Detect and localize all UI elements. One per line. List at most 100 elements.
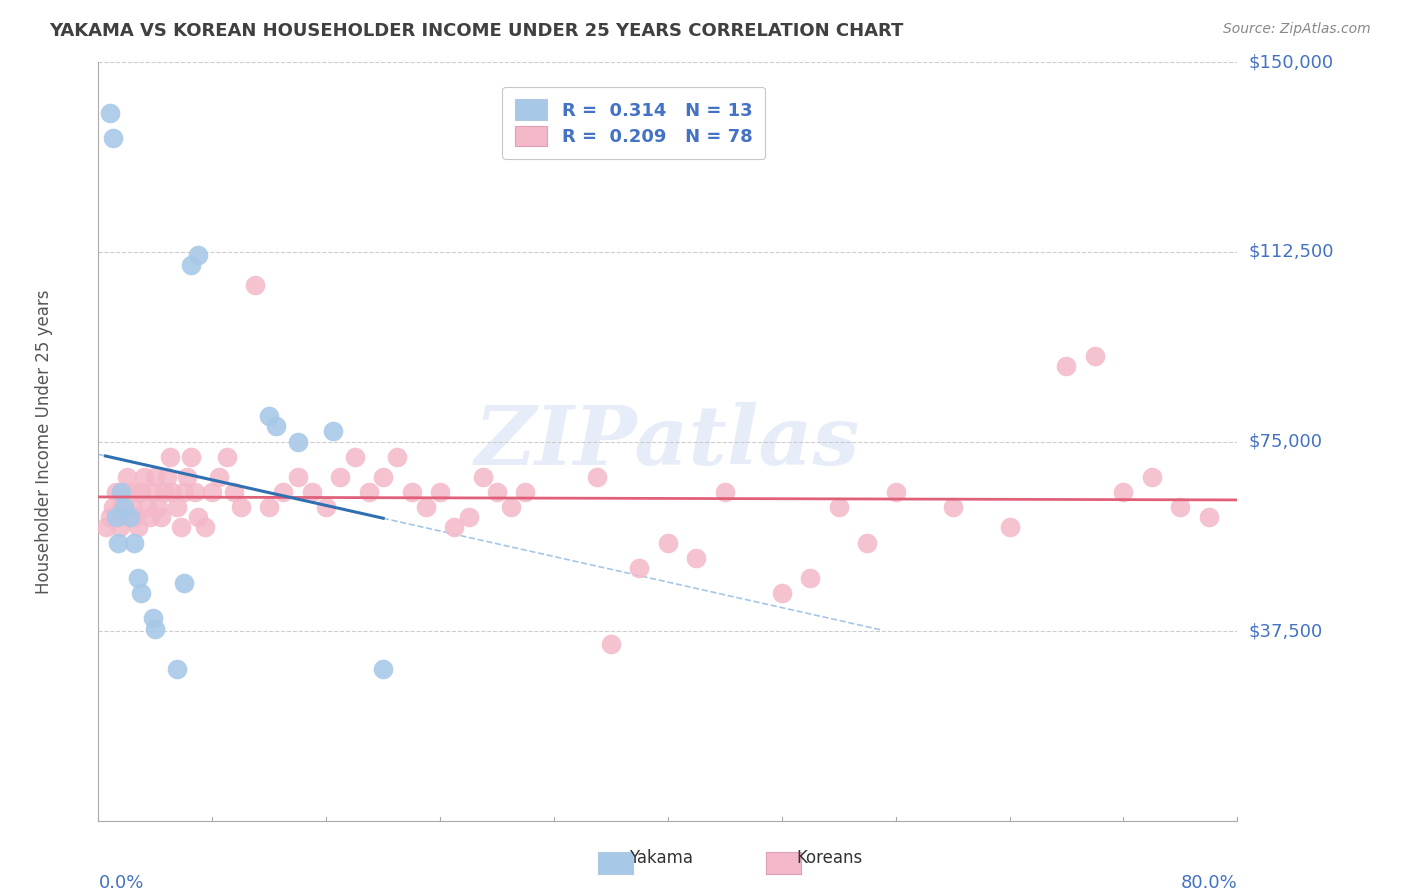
Point	[98, 106, 121, 120]
Point	[104, 510, 127, 524]
Point	[110, 500, 132, 515]
Point	[259, 409, 281, 424]
Point	[998, 520, 1021, 534]
Point	[166, 500, 188, 515]
Point	[129, 586, 152, 600]
Point	[180, 258, 202, 272]
Point	[585, 470, 607, 484]
Text: Yakama: Yakama	[628, 849, 693, 867]
Point	[1170, 500, 1192, 515]
Point	[107, 535, 129, 549]
Text: $112,500: $112,500	[1249, 243, 1334, 261]
Point	[115, 470, 138, 484]
Point	[173, 576, 195, 591]
Point	[443, 520, 465, 534]
Point	[124, 510, 146, 524]
Text: Source: ZipAtlas.com: Source: ZipAtlas.com	[1223, 22, 1371, 37]
Point	[471, 470, 494, 484]
Point	[515, 485, 537, 500]
Point	[122, 535, 145, 549]
Point	[150, 510, 173, 524]
Point	[101, 500, 124, 515]
Point	[1084, 349, 1107, 363]
Point	[273, 485, 295, 500]
Point	[159, 450, 181, 464]
Point	[187, 247, 209, 261]
Text: 0.0%: 0.0%	[98, 874, 143, 892]
Point	[118, 510, 141, 524]
Text: YAKAMA VS KOREAN HOUSEHOLDER INCOME UNDER 25 YEARS CORRELATION CHART: YAKAMA VS KOREAN HOUSEHOLDER INCOME UNDE…	[49, 22, 904, 40]
Point	[101, 131, 124, 145]
Point	[138, 510, 160, 524]
Point	[180, 450, 202, 464]
Point	[104, 485, 127, 500]
Point	[628, 561, 651, 575]
Point	[166, 662, 188, 676]
Point	[107, 510, 129, 524]
Text: Koreans: Koreans	[796, 849, 863, 867]
Point	[322, 425, 344, 439]
Point	[401, 485, 423, 500]
Point	[301, 485, 323, 500]
Point	[429, 485, 451, 500]
Point	[208, 470, 231, 484]
Point	[184, 485, 207, 500]
Point	[129, 485, 152, 500]
Point	[173, 485, 195, 500]
Point	[122, 485, 145, 500]
Legend: R =  0.314   N = 13, R =  0.209   N = 78: R = 0.314 N = 13, R = 0.209 N = 78	[502, 87, 765, 159]
Point	[1056, 359, 1078, 373]
Point	[229, 500, 252, 515]
Point	[457, 510, 479, 524]
Point	[259, 500, 281, 515]
Point	[187, 510, 209, 524]
Point	[856, 535, 879, 549]
Point	[770, 586, 793, 600]
Point	[94, 520, 117, 534]
Point	[942, 500, 965, 515]
Point	[162, 485, 184, 500]
Point	[357, 485, 380, 500]
Point	[266, 419, 288, 434]
Point	[127, 571, 149, 585]
Point	[148, 500, 170, 515]
Point	[135, 500, 157, 515]
Point	[243, 277, 266, 292]
Point	[287, 470, 309, 484]
Point	[145, 622, 167, 636]
Point	[884, 485, 907, 500]
Text: $37,500: $37,500	[1249, 622, 1323, 640]
Point	[501, 500, 523, 515]
Point	[828, 500, 851, 515]
Point	[714, 485, 737, 500]
Point	[415, 500, 437, 515]
Point	[153, 485, 176, 500]
Point	[222, 485, 245, 500]
Point	[315, 500, 337, 515]
Point	[194, 520, 217, 534]
Point	[112, 500, 135, 515]
Point	[118, 510, 141, 524]
Point	[329, 470, 352, 484]
Point	[373, 662, 395, 676]
Point	[108, 520, 131, 534]
Point	[170, 520, 193, 534]
Point	[600, 637, 623, 651]
Text: 80.0%: 80.0%	[1181, 874, 1237, 892]
Point	[1198, 510, 1220, 524]
Point	[387, 450, 409, 464]
Point	[132, 470, 155, 484]
Point	[141, 485, 163, 500]
Point	[1140, 470, 1163, 484]
Point	[343, 450, 366, 464]
Point	[287, 434, 309, 449]
Text: Householder Income Under 25 years: Householder Income Under 25 years	[35, 289, 53, 594]
Point	[486, 485, 509, 500]
Point	[201, 485, 224, 500]
Point	[110, 485, 132, 500]
Point	[156, 470, 179, 484]
Point	[657, 535, 679, 549]
Text: $75,000: $75,000	[1249, 433, 1323, 450]
Point	[141, 611, 163, 625]
Point	[127, 520, 149, 534]
